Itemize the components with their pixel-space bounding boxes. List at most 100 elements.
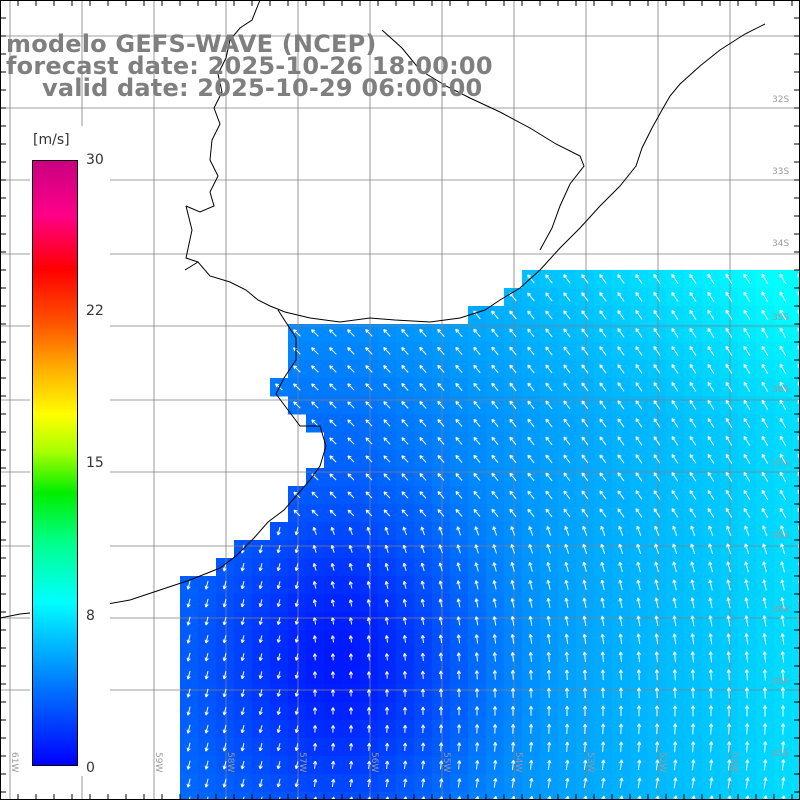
wind-arrow-head bbox=[295, 729, 299, 733]
wind-arrow-head bbox=[655, 795, 659, 799]
wind-arrow-head bbox=[223, 730, 227, 734]
wind-arrow-head bbox=[654, 633, 657, 638]
wind-arrow-head bbox=[780, 651, 783, 655]
wind-arrow bbox=[530, 760, 532, 770]
wind-arrow bbox=[599, 364, 607, 374]
wind-arrow-head bbox=[383, 473, 386, 478]
wind-arrow-head bbox=[546, 616, 549, 620]
latitude-label: 32S bbox=[772, 95, 789, 105]
wind-arrow bbox=[329, 401, 337, 409]
wind-arrow-head bbox=[401, 419, 404, 424]
wind-arrow bbox=[368, 653, 370, 661]
wind-arrow-head bbox=[492, 706, 496, 710]
colorbar-tick-label: 8 bbox=[86, 608, 95, 624]
wind-arrow-head bbox=[600, 615, 603, 620]
wind-arrow-head bbox=[420, 706, 424, 711]
wind-arrow bbox=[728, 669, 730, 681]
wind-arrow bbox=[725, 454, 733, 464]
wind-arrow bbox=[259, 581, 263, 589]
wind-arrow-head bbox=[563, 382, 565, 387]
wind-arrow bbox=[223, 706, 227, 716]
wind-arrow bbox=[763, 561, 767, 573]
wind-arrow-head bbox=[313, 778, 316, 783]
wind-arrow-head bbox=[456, 634, 459, 639]
wind-speed-cell bbox=[792, 684, 800, 703]
wind-arrow bbox=[545, 328, 553, 338]
wind-arrow-head bbox=[637, 741, 640, 746]
wind-arrow-head bbox=[295, 747, 299, 752]
wind-arrow bbox=[259, 599, 263, 607]
wind-arrow bbox=[404, 653, 406, 661]
longitude-label: 51W bbox=[729, 752, 739, 772]
wind-arrow bbox=[491, 508, 499, 518]
wind-arrow-head bbox=[439, 778, 443, 782]
wind-arrow-head bbox=[474, 670, 478, 674]
wind-arrow bbox=[329, 491, 337, 499]
wind-arrow bbox=[547, 562, 551, 572]
wind-arrow-head bbox=[545, 364, 547, 369]
wind-arrow bbox=[583, 759, 587, 771]
wind-arrow-head bbox=[383, 347, 386, 352]
wind-arrow-head bbox=[437, 455, 440, 460]
wind-arrow bbox=[689, 400, 697, 410]
wind-arrow-head bbox=[509, 473, 512, 477]
wind-arrow-head bbox=[599, 274, 601, 279]
wind-arrow bbox=[311, 329, 319, 337]
wind-arrow bbox=[259, 707, 263, 715]
wind-arrow-head bbox=[421, 796, 425, 800]
wind-arrow bbox=[509, 346, 517, 356]
wind-arrow bbox=[545, 508, 553, 518]
wind-arrow bbox=[781, 651, 785, 663]
wind-arrow-head bbox=[563, 328, 565, 333]
wind-arrow bbox=[692, 795, 695, 800]
wind-arrow-head bbox=[491, 437, 494, 441]
wind-arrow-head bbox=[438, 670, 442, 675]
wind-arrow bbox=[656, 651, 658, 663]
wind-arrow bbox=[764, 741, 766, 753]
wind-arrow-head bbox=[744, 561, 746, 566]
wind-arrow bbox=[599, 418, 607, 428]
wind-arrow-head bbox=[565, 795, 569, 800]
wind-arrow-head bbox=[491, 347, 493, 351]
wind-arrow-head bbox=[368, 760, 372, 765]
wind-arrow bbox=[779, 507, 787, 519]
wind-arrow bbox=[458, 670, 460, 680]
wind-arrow-head bbox=[726, 525, 728, 530]
wind-arrow-head bbox=[492, 544, 494, 549]
wind-arrow-head bbox=[546, 526, 548, 530]
wind-arrow-head bbox=[402, 526, 404, 531]
wind-arrow-head bbox=[762, 669, 766, 673]
wind-arrow bbox=[510, 526, 516, 536]
wind-arrow bbox=[511, 634, 515, 644]
wind-arrow bbox=[511, 544, 515, 554]
wind-arrow bbox=[636, 543, 642, 555]
wind-arrow bbox=[689, 346, 697, 356]
wind-arrow bbox=[277, 725, 281, 733]
wind-arrow-head bbox=[528, 669, 532, 674]
wind-arrow-head bbox=[493, 742, 496, 746]
wind-arrow bbox=[763, 777, 767, 789]
wind-arrow bbox=[295, 635, 299, 643]
wind-arrow-head bbox=[672, 651, 675, 656]
wind-arrow bbox=[746, 795, 749, 800]
wind-arrow-head bbox=[455, 437, 458, 441]
wind-arrow-head bbox=[295, 567, 299, 572]
wind-arrow-head bbox=[618, 579, 621, 584]
wind-arrow bbox=[725, 508, 733, 518]
wind-arrow bbox=[329, 473, 337, 481]
wind-arrow-head bbox=[349, 778, 353, 783]
wind-arrow bbox=[421, 526, 425, 536]
wind-arrow bbox=[473, 310, 481, 320]
wind-arrow-head bbox=[654, 651, 657, 656]
wind-arrow bbox=[745, 579, 749, 591]
wind-arrow bbox=[368, 761, 370, 769]
wind-arrow bbox=[493, 616, 497, 626]
wind-arrow bbox=[494, 652, 496, 662]
wind-arrow bbox=[365, 491, 373, 499]
wind-arrow bbox=[241, 562, 245, 572]
wind-arrow-head bbox=[401, 509, 404, 514]
wind-arrow-head bbox=[438, 634, 441, 639]
wind-arrow-head bbox=[383, 401, 386, 406]
colorbar-tick-label: 0 bbox=[86, 760, 95, 776]
wind-arrow bbox=[241, 617, 245, 625]
